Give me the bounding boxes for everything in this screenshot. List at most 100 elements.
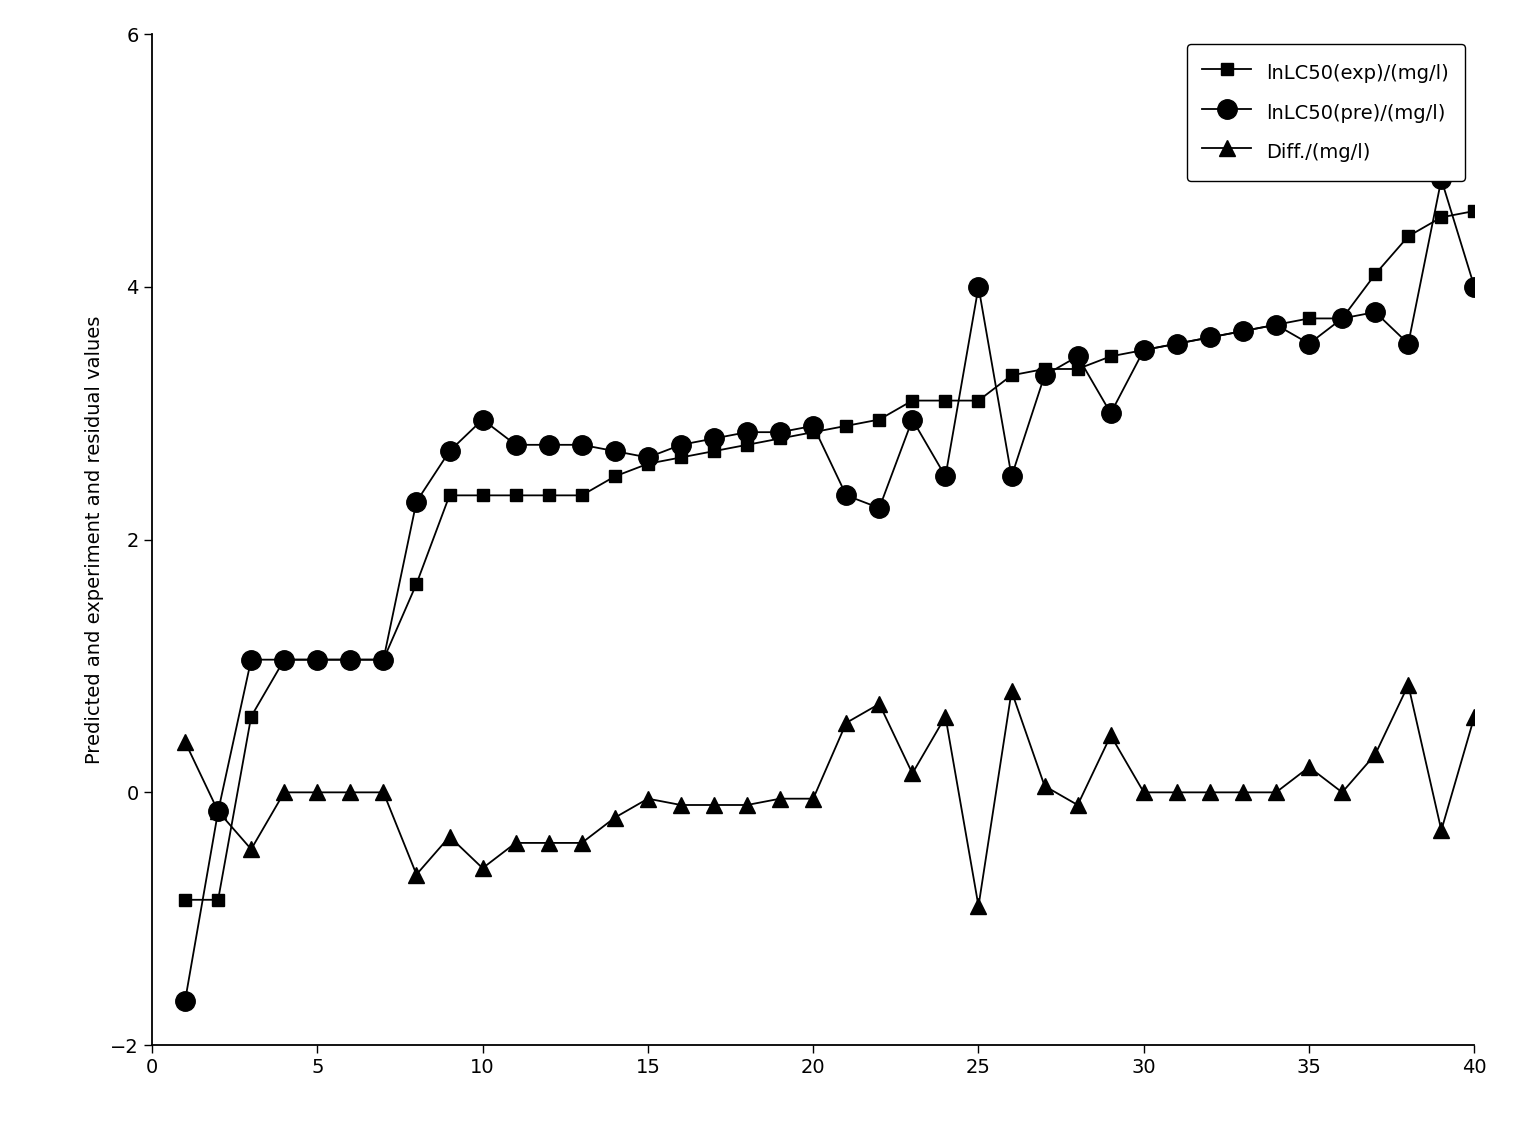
- lnLC50(pre)/(mg/l): [1366, 306, 1385, 319]
- lnLC50(exp)/(mg/l): [275, 653, 293, 667]
- Diff./(mg/l): [407, 868, 426, 882]
- Diff./(mg/l): [1201, 786, 1219, 800]
- lnLC50(exp)/(mg/l): [1366, 267, 1385, 281]
- lnLC50(pre)/(mg/l): [1465, 279, 1484, 293]
- lnLC50(exp)/(mg/l): [1300, 311, 1318, 325]
- Diff./(mg/l): [540, 836, 558, 850]
- lnLC50(pre)/(mg/l): [1102, 407, 1120, 420]
- Diff./(mg/l): [1366, 747, 1385, 761]
- lnLC50(exp)/(mg/l): [737, 438, 755, 452]
- Diff./(mg/l): [869, 698, 888, 711]
- lnLC50(pre)/(mg/l): [374, 653, 392, 667]
- Diff./(mg/l): [1035, 779, 1053, 793]
- lnLC50(exp)/(mg/l): [1134, 343, 1152, 357]
- lnLC50(pre)/(mg/l): [1134, 343, 1152, 357]
- lnLC50(exp)/(mg/l): [936, 394, 955, 408]
- lnLC50(pre)/(mg/l): [473, 412, 491, 426]
- lnLC50(pre)/(mg/l): [1266, 318, 1284, 332]
- lnLC50(exp)/(mg/l): [309, 653, 327, 667]
- lnLC50(pre)/(mg/l): [1300, 337, 1318, 351]
- lnLC50(exp)/(mg/l): [407, 577, 426, 591]
- lnLC50(pre)/(mg/l): [804, 419, 822, 433]
- lnLC50(pre)/(mg/l): [242, 653, 260, 667]
- Legend: lnLC50(exp)/(mg/l), lnLC50(pre)/(mg/l), Diff./(mg/l): lnLC50(exp)/(mg/l), lnLC50(pre)/(mg/l), …: [1187, 44, 1465, 181]
- lnLC50(pre)/(mg/l): [1432, 173, 1450, 186]
- lnLC50(pre)/(mg/l): [1002, 469, 1020, 483]
- Diff./(mg/l): [208, 804, 228, 818]
- Y-axis label: Predicted and experiment and residual values: Predicted and experiment and residual va…: [85, 316, 105, 763]
- Diff./(mg/l): [672, 799, 690, 812]
- Diff./(mg/l): [1432, 824, 1450, 837]
- Diff./(mg/l): [1266, 786, 1284, 800]
- lnLC50(exp)/(mg/l): [970, 394, 988, 408]
- lnLC50(exp)/(mg/l): [1333, 311, 1351, 325]
- Diff./(mg/l): [1167, 786, 1186, 800]
- lnLC50(exp)/(mg/l): [473, 488, 491, 502]
- lnLC50(pre)/(mg/l): [705, 432, 724, 445]
- lnLC50(exp)/(mg/l): [573, 488, 591, 502]
- lnLC50(pre)/(mg/l): [638, 451, 657, 465]
- lnLC50(exp)/(mg/l): [1234, 324, 1252, 337]
- Diff./(mg/l): [705, 799, 724, 812]
- Diff./(mg/l): [473, 861, 491, 875]
- Diff./(mg/l): [1398, 678, 1417, 692]
- lnLC50(exp)/(mg/l): [638, 457, 657, 470]
- lnLC50(pre)/(mg/l): [737, 425, 755, 438]
- lnLC50(pre)/(mg/l): [1333, 311, 1351, 325]
- Diff./(mg/l): [936, 710, 955, 724]
- lnLC50(pre)/(mg/l): [407, 495, 426, 509]
- Diff./(mg/l): [1102, 728, 1120, 742]
- Diff./(mg/l): [275, 786, 293, 800]
- lnLC50(pre)/(mg/l): [1234, 324, 1252, 337]
- Diff./(mg/l): [340, 786, 359, 800]
- Diff./(mg/l): [771, 792, 789, 805]
- Diff./(mg/l): [309, 786, 327, 800]
- lnLC50(pre)/(mg/l): [1035, 368, 1053, 382]
- lnLC50(pre)/(mg/l): [309, 653, 327, 667]
- lnLC50(pre)/(mg/l): [340, 653, 359, 667]
- lnLC50(pre)/(mg/l): [936, 469, 955, 483]
- lnLC50(pre)/(mg/l): [208, 804, 228, 818]
- lnLC50(exp)/(mg/l): [672, 451, 690, 465]
- lnLC50(pre)/(mg/l): [573, 438, 591, 452]
- lnLC50(exp)/(mg/l): [374, 653, 392, 667]
- lnLC50(exp)/(mg/l): [540, 488, 558, 502]
- lnLC50(exp)/(mg/l): [705, 444, 724, 458]
- lnLC50(exp)/(mg/l): [869, 412, 888, 426]
- Diff./(mg/l): [737, 799, 755, 812]
- lnLC50(exp)/(mg/l): [771, 432, 789, 445]
- Diff./(mg/l): [1234, 786, 1252, 800]
- Diff./(mg/l): [804, 792, 822, 805]
- Diff./(mg/l): [838, 716, 856, 729]
- lnLC50(pre)/(mg/l): [506, 438, 524, 452]
- Diff./(mg/l): [605, 811, 623, 825]
- lnLC50(exp)/(mg/l): [506, 488, 524, 502]
- Diff./(mg/l): [242, 843, 260, 857]
- lnLC50(exp)/(mg/l): [242, 710, 260, 724]
- Diff./(mg/l): [1069, 799, 1087, 812]
- Diff./(mg/l): [573, 836, 591, 850]
- Line: lnLC50(exp)/(mg/l): lnLC50(exp)/(mg/l): [179, 204, 1480, 907]
- lnLC50(exp)/(mg/l): [1201, 331, 1219, 344]
- Diff./(mg/l): [506, 836, 524, 850]
- lnLC50(exp)/(mg/l): [804, 425, 822, 438]
- lnLC50(exp)/(mg/l): [1398, 229, 1417, 243]
- Diff./(mg/l): [176, 735, 195, 749]
- lnLC50(pre)/(mg/l): [869, 501, 888, 515]
- lnLC50(pre)/(mg/l): [540, 438, 558, 452]
- lnLC50(pre)/(mg/l): [1069, 350, 1087, 364]
- lnLC50(exp)/(mg/l): [1069, 362, 1087, 376]
- lnLC50(exp)/(mg/l): [340, 653, 359, 667]
- lnLC50(pre)/(mg/l): [605, 444, 623, 458]
- Diff./(mg/l): [1300, 760, 1318, 774]
- lnLC50(pre)/(mg/l): [1201, 331, 1219, 344]
- Line: Diff./(mg/l): Diff./(mg/l): [178, 677, 1482, 913]
- lnLC50(exp)/(mg/l): [1465, 204, 1484, 218]
- lnLC50(pre)/(mg/l): [1167, 337, 1186, 351]
- lnLC50(pre)/(mg/l): [672, 438, 690, 452]
- lnLC50(exp)/(mg/l): [838, 419, 856, 433]
- Line: lnLC50(pre)/(mg/l): lnLC50(pre)/(mg/l): [175, 169, 1484, 1011]
- lnLC50(exp)/(mg/l): [605, 469, 623, 483]
- lnLC50(exp)/(mg/l): [1002, 368, 1020, 382]
- lnLC50(pre)/(mg/l): [771, 425, 789, 438]
